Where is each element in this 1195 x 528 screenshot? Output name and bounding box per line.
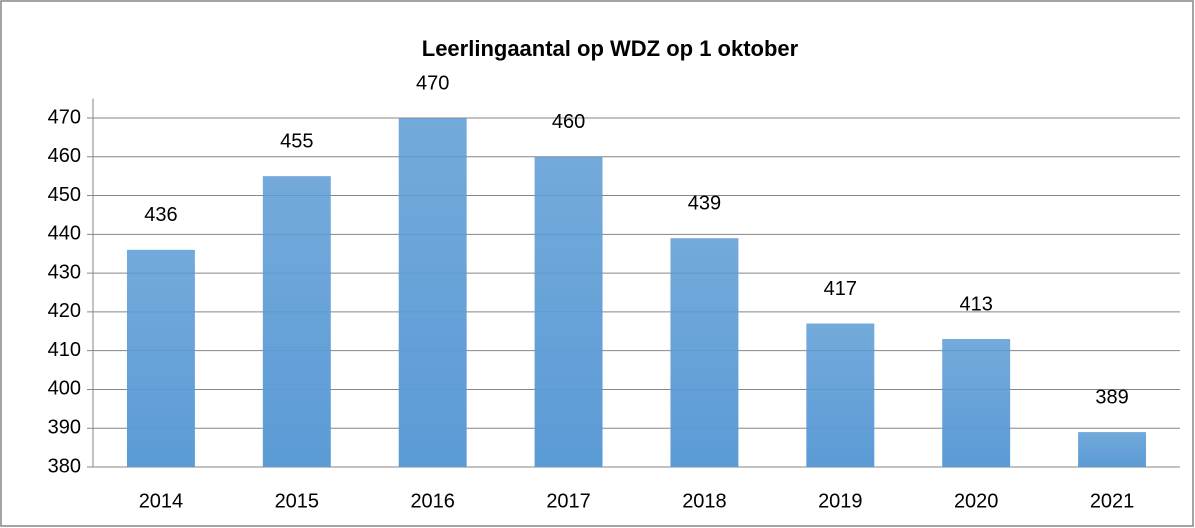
y-tick-label: 470 — [48, 106, 81, 128]
y-tick-label: 380 — [48, 455, 81, 477]
data-label: 460 — [552, 111, 585, 133]
y-tick-label: 430 — [48, 261, 81, 283]
y-tick-label: 450 — [48, 184, 81, 206]
bar — [534, 156, 603, 467]
bar — [262, 176, 331, 467]
bar — [670, 238, 739, 467]
x-tick-label: 2017 — [546, 490, 591, 512]
bar — [806, 323, 875, 467]
bar — [126, 249, 195, 467]
bar — [1078, 432, 1147, 467]
x-tick-label: 2016 — [410, 490, 455, 512]
y-tick-label: 420 — [48, 300, 81, 322]
y-tick-label: 460 — [48, 145, 81, 167]
x-tick-label: 2018 — [682, 490, 727, 512]
y-tick-label: 400 — [48, 378, 81, 400]
x-tick-label: 2014 — [139, 490, 184, 512]
bar — [398, 117, 467, 467]
x-tick-label: 2019 — [818, 490, 863, 512]
chart-title: Leerlingaantal op WDZ op 1 oktober — [422, 36, 799, 61]
y-tick-label: 410 — [48, 339, 81, 361]
data-label: 439 — [688, 192, 721, 214]
data-label: 436 — [144, 204, 177, 226]
bar — [942, 339, 1011, 467]
data-label: 389 — [1095, 386, 1128, 408]
data-label: 413 — [960, 293, 993, 315]
data-label: 417 — [824, 278, 857, 300]
x-tick-label: 2021 — [1090, 490, 1135, 512]
x-tick-label: 2020 — [954, 490, 999, 512]
data-label: 455 — [280, 130, 313, 152]
data-label: 470 — [416, 72, 449, 94]
y-tick-label: 390 — [48, 417, 81, 439]
x-tick-label: 2015 — [275, 490, 320, 512]
y-tick-label: 440 — [48, 223, 81, 245]
